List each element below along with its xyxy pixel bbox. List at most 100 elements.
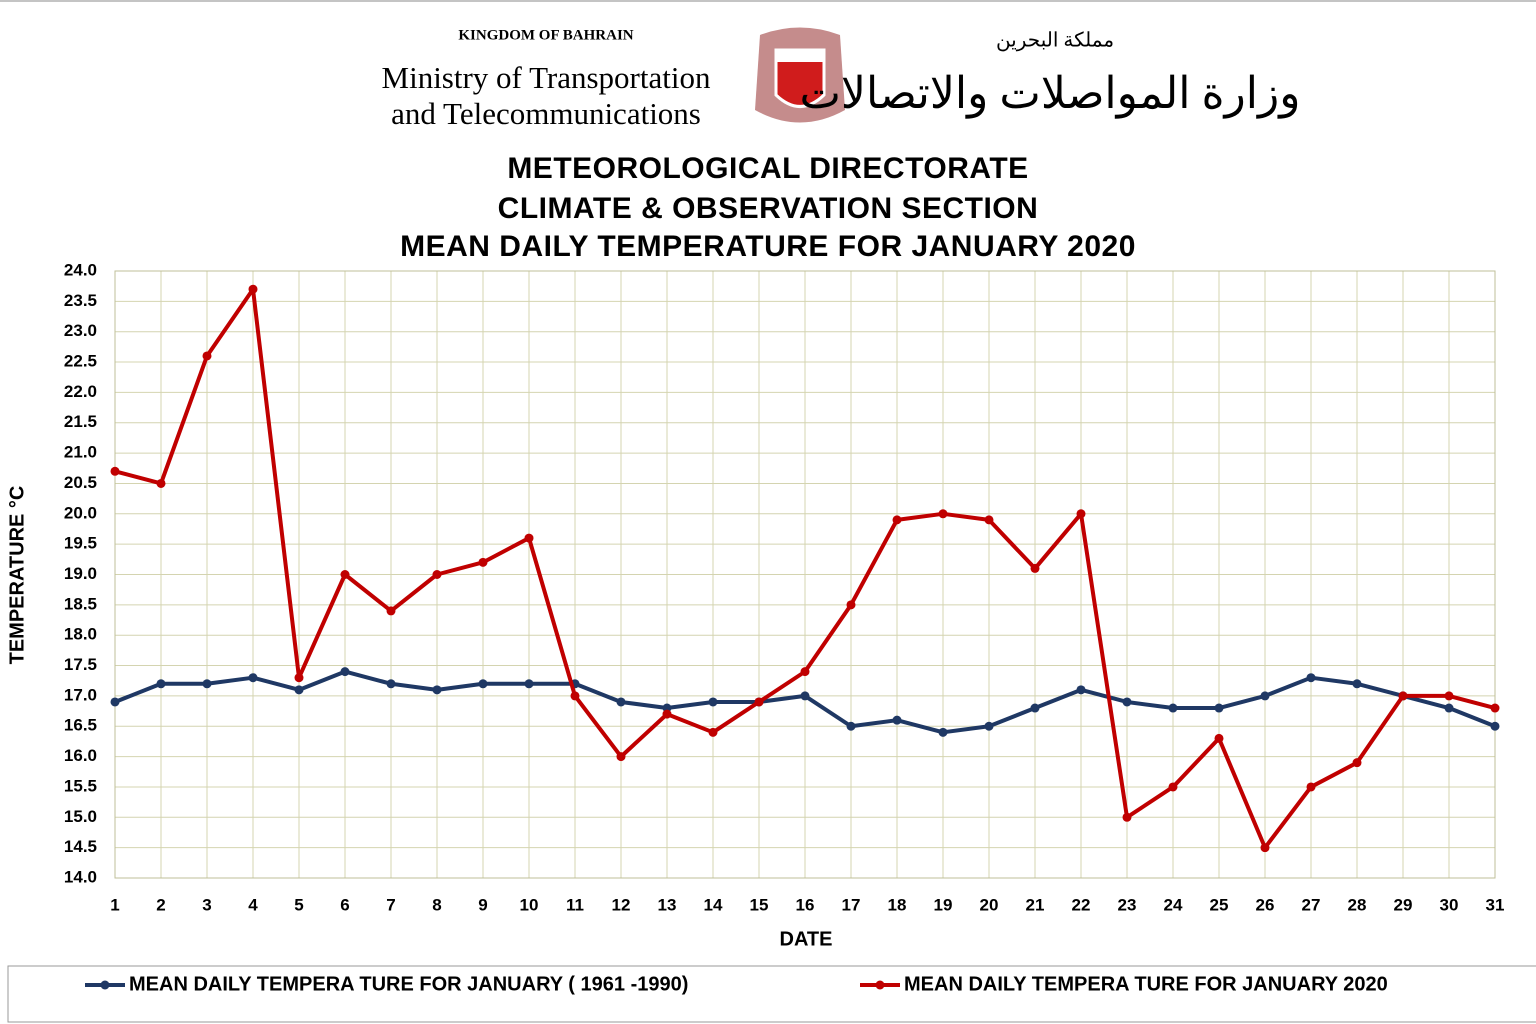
y-tick-label: 14.5 — [64, 837, 97, 856]
plot-border — [114, 270, 1496, 879]
x-tick-label: 8 — [432, 895, 441, 914]
y-tick-label: 19.5 — [64, 534, 97, 553]
point — [524, 679, 534, 689]
x-axis-label: DATE — [780, 928, 833, 950]
x-tick-label: 31 — [1486, 895, 1505, 914]
legend-box — [7, 965, 1536, 1023]
point — [1490, 721, 1500, 731]
point — [386, 679, 396, 689]
x-tick-label: 13 — [658, 895, 677, 914]
point — [1352, 758, 1362, 768]
x-tick-label: 21 — [1026, 895, 1045, 914]
point — [478, 557, 488, 567]
x-tick-label: 26 — [1256, 895, 1275, 914]
x-tick-label: 15 — [750, 895, 769, 914]
point — [754, 697, 764, 707]
chart-title: MEAN DAILY TEMPERATURE FOR JANUARY 2020 — [400, 230, 1136, 263]
ministry-line: Ministry of Transportation — [382, 60, 711, 95]
chart-title: METEOROLOGICAL DIRECTORATE — [507, 152, 1028, 185]
y-tick-label: 15.0 — [64, 807, 97, 826]
ministry-line: and Telecommunications — [391, 96, 701, 131]
chart-title: CLIMATE & OBSERVATION SECTION — [498, 192, 1039, 225]
point — [1214, 703, 1224, 713]
point — [1030, 703, 1040, 713]
point — [846, 721, 856, 731]
point — [524, 533, 534, 543]
x-tick-label: 27 — [1302, 895, 1321, 914]
point — [248, 284, 258, 294]
x-tick-label: 10 — [520, 895, 539, 914]
y-tick-label: 17.0 — [64, 685, 97, 704]
x-tick-label: 2 — [156, 895, 165, 914]
point — [1168, 782, 1178, 792]
legend-label: MEAN DAILY TEMPERA TURE FOR JANUARY 2020 — [904, 973, 1388, 995]
point — [800, 691, 810, 701]
point — [1076, 685, 1086, 695]
x-tick-label: 3 — [202, 895, 211, 914]
x-tick-label: 22 — [1072, 895, 1091, 914]
x-tick-label: 19 — [934, 895, 953, 914]
ministry-ar: وزارة المواصلات والاتصالات — [800, 69, 1301, 119]
y-tick-label: 20.5 — [64, 473, 97, 492]
point — [110, 466, 120, 476]
point — [708, 727, 718, 737]
y-tick-label: 20.0 — [64, 503, 97, 522]
y-tick-label: 16.5 — [64, 716, 97, 735]
point — [938, 727, 948, 737]
point — [1306, 673, 1316, 683]
point — [800, 667, 810, 677]
y-tick-label: 23.0 — [64, 321, 97, 340]
x-tick-label: 25 — [1210, 895, 1229, 914]
point — [110, 697, 120, 707]
y-tick-label: 18.5 — [64, 594, 97, 613]
point — [1490, 703, 1500, 713]
point — [294, 685, 304, 695]
point — [616, 752, 626, 762]
point — [708, 697, 718, 707]
y-tick-label: 21.0 — [64, 443, 97, 462]
y-axis-label: TEMPERATURE °C — [6, 486, 28, 665]
x-tick-label: 7 — [386, 895, 395, 914]
y-tick-label: 22.0 — [64, 382, 97, 401]
y-tick-label: 18.0 — [64, 625, 97, 644]
point — [156, 478, 166, 488]
point — [1214, 733, 1224, 743]
point — [202, 351, 212, 361]
x-tick-label: 9 — [478, 895, 487, 914]
point — [386, 606, 396, 616]
point — [1122, 812, 1132, 822]
point — [938, 509, 948, 519]
point — [1168, 703, 1178, 713]
point — [616, 697, 626, 707]
x-tick-label: 20 — [980, 895, 999, 914]
point — [202, 679, 212, 689]
point — [984, 721, 994, 731]
point — [1076, 509, 1086, 519]
point — [340, 570, 350, 579]
point — [1352, 679, 1362, 689]
x-tick-label: 11 — [566, 895, 584, 914]
point — [1260, 691, 1270, 701]
legend-marker — [875, 980, 885, 990]
x-tick-label: 6 — [340, 895, 349, 914]
y-tick-label: 19.0 — [64, 564, 97, 583]
x-tick-label: 29 — [1394, 895, 1413, 914]
emblem — [755, 27, 845, 123]
point — [662, 709, 672, 719]
y-tick-label: 23.5 — [64, 291, 97, 310]
legend-label: MEAN DAILY TEMPERA TURE FOR JANUARY ( 19… — [129, 973, 688, 995]
point — [478, 679, 488, 689]
y-tick-label: 14.0 — [64, 867, 97, 886]
point — [892, 515, 902, 525]
point — [1306, 782, 1316, 792]
x-tick-label: 24 — [1164, 895, 1183, 914]
kingdom-label-ar: مملكة البحرين — [996, 30, 1114, 52]
point — [294, 673, 304, 683]
x-tick-label: 12 — [612, 895, 631, 914]
x-tick-label: 4 — [248, 895, 258, 914]
point — [1398, 691, 1408, 701]
y-tick-label: 16.0 — [64, 746, 97, 765]
point — [340, 667, 350, 677]
kingdom-label: KINGDOM OF BAHRAIN — [458, 27, 633, 43]
